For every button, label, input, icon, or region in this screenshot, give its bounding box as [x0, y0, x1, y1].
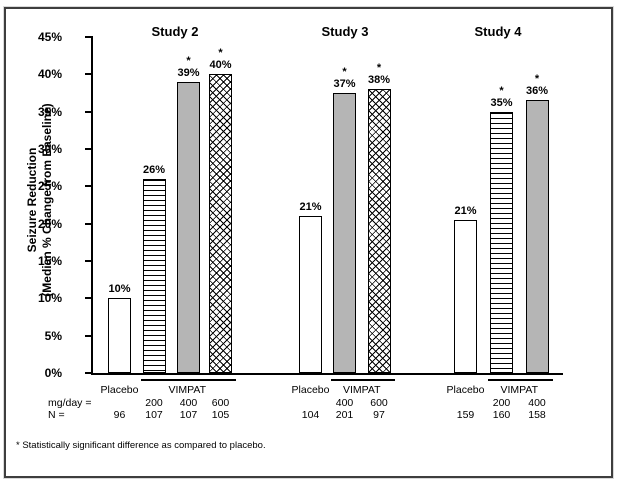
significance-asterisk: *	[186, 54, 191, 67]
bar-vimpat-200	[490, 111, 513, 373]
dose-value: 400	[179, 397, 198, 409]
y-tick-label: 5%	[44, 328, 62, 343]
n-value: 96	[113, 409, 126, 421]
study-title: Study 3	[321, 24, 369, 39]
y-tick-mark	[85, 334, 92, 337]
dose-value: 200	[492, 397, 511, 409]
placebo-axis-label: Placebo	[100, 384, 139, 396]
bar-vimpat-600	[367, 89, 391, 373]
y-axis-line	[91, 36, 93, 375]
significance-asterisk: *	[218, 47, 223, 60]
n-value: 160	[492, 409, 511, 421]
bar-vimpat-600	[209, 74, 232, 373]
n-value: 104	[301, 409, 320, 421]
vimpat-group-overline	[140, 379, 236, 381]
n-value: 159	[456, 409, 475, 421]
bar-value-label: 40%	[209, 59, 232, 72]
y-tick-mark	[85, 36, 92, 38]
dose-value: 600	[211, 397, 230, 409]
bar-vimpat-400	[177, 81, 200, 373]
y-tick-label: 20%	[37, 216, 62, 231]
bar-value-label: 21%	[454, 204, 477, 217]
y-tick-mark	[85, 372, 92, 374]
y-tick-mark	[85, 222, 92, 225]
vimpat-group-overline	[488, 379, 553, 381]
n-value: 107	[145, 409, 163, 421]
bar-vimpat-400	[525, 100, 549, 373]
bar-vimpat-400	[333, 93, 356, 373]
significance-asterisk: *	[376, 62, 382, 75]
y-tick-label: 0%	[44, 366, 62, 380]
significance-asterisk: *	[499, 84, 504, 97]
bar-value-label: 38%	[367, 74, 391, 87]
dose-value: 400	[528, 397, 546, 409]
bar-vimpat-200	[142, 178, 166, 373]
vimpat-group-overline	[331, 379, 395, 381]
y-tick-label: 15%	[37, 254, 62, 268]
bar-value-label: 26%	[142, 163, 166, 176]
dose-value: 400	[335, 397, 354, 409]
y-tick-mark	[85, 260, 92, 262]
y-tick-label: 45%	[37, 30, 62, 44]
dose-value: 600	[370, 397, 388, 409]
y-tick-mark	[85, 148, 92, 150]
vimpat-axis-label: VIMPAT	[168, 384, 207, 396]
y-tick-label: 35%	[37, 104, 62, 119]
n-value: 107	[179, 409, 198, 421]
y-tick-mark	[85, 73, 92, 76]
bar-placebo	[108, 298, 131, 373]
y-tick-mark	[85, 185, 92, 188]
y-tick-mark	[85, 110, 92, 113]
bar-value-label: 35%	[490, 96, 513, 109]
bar-value-label: 36%	[525, 85, 549, 98]
significance-asterisk: *	[534, 73, 540, 86]
y-tick-label: 30%	[37, 142, 62, 156]
n-value: 158	[528, 409, 546, 421]
x-axis-line	[91, 373, 563, 375]
bar-value-label: 21%	[299, 201, 322, 214]
y-tick-label: 25%	[37, 179, 62, 194]
study-title: Study 4	[474, 24, 522, 39]
significance-footnote: * Statistically significant difference a…	[16, 440, 266, 451]
significance-asterisk: *	[342, 66, 347, 78]
bar-placebo	[454, 219, 477, 373]
y-tick-label: 40%	[37, 67, 62, 82]
n-value: 105	[211, 409, 230, 421]
bar-value-label: 10%	[108, 283, 131, 296]
dose-row-label: mg/day =	[48, 397, 92, 409]
n-value: 97	[373, 409, 385, 421]
bar-value-label: 39%	[177, 66, 200, 79]
n-row-label: N =	[48, 409, 65, 421]
y-tick-mark	[85, 297, 92, 300]
placebo-axis-label: Placebo	[291, 384, 330, 396]
placebo-axis-label: Placebo	[446, 384, 485, 396]
bar-value-label: 37%	[333, 78, 356, 90]
n-value: 201	[335, 409, 354, 421]
bar-placebo	[299, 216, 322, 373]
y-tick-label: 10%	[37, 291, 62, 306]
dose-value: 200	[145, 397, 163, 409]
study-title: Study 2	[151, 24, 199, 39]
vimpat-axis-label: VIMPAT	[342, 384, 381, 396]
vimpat-axis-label: VIMPAT	[500, 384, 539, 396]
